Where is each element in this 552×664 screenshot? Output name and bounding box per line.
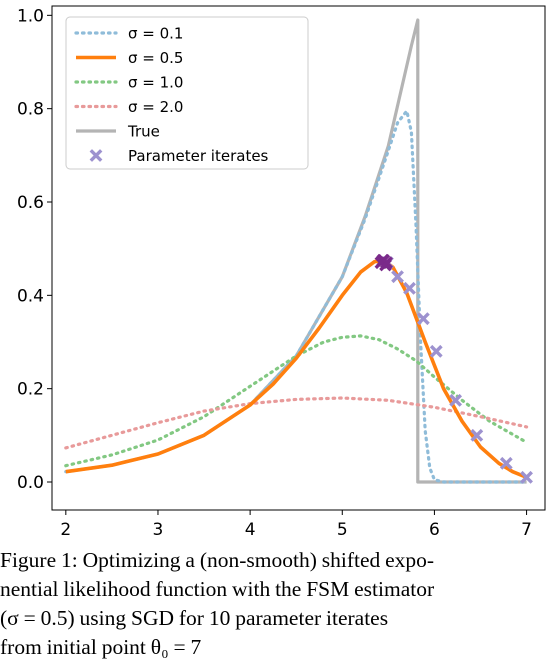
iterate-marker [499, 456, 513, 470]
x-tick-label: 4 [245, 520, 256, 540]
x-tick-label: 6 [429, 520, 440, 540]
marker-stroke [380, 256, 393, 270]
x-tick-label: 3 [153, 520, 164, 540]
y-tick-label: 0.0 [17, 473, 44, 493]
marker-layer [374, 253, 533, 484]
caption-line: nential likelihood function with the FSM… [0, 577, 435, 601]
legend: σ = 0.1 σ = 0.5 σ = 1.0 σ = 2.0 True Paramete… [65, 16, 309, 170]
legend-label: True [127, 123, 160, 141]
iterate-marker [429, 344, 443, 358]
y-tick-label: 1.0 [17, 6, 44, 26]
marker-stroke [449, 393, 463, 407]
marker-stroke [499, 456, 513, 470]
y-tick-label: 0.8 [17, 100, 44, 120]
legend-label: σ = 0.1 [128, 25, 183, 43]
marker-stroke [429, 344, 443, 358]
marker-stroke [470, 428, 484, 442]
y-tick-label: 0.2 [17, 380, 44, 400]
iterate-marker [391, 270, 404, 284]
series-line-3 [64, 396, 529, 450]
marker-stroke [403, 281, 416, 295]
legend-box [65, 16, 309, 170]
legend-label: σ = 0.5 [128, 49, 183, 67]
x-tick-label: 7 [521, 520, 532, 540]
y-tick-label: 0.4 [17, 286, 44, 306]
iterate-marker [470, 428, 484, 442]
legend-label: σ = 2.0 [128, 98, 183, 116]
iterate-marker [403, 281, 416, 295]
legend-marker [89, 149, 103, 162]
y-tick-label: 0.6 [17, 193, 44, 213]
marker-stroke [416, 312, 430, 326]
caption-line: Figure 1: Optimizing a (non-smooth) shif… [0, 548, 435, 572]
x-tick-label: 5 [337, 520, 348, 540]
legend-label: Parameter iterates [128, 147, 269, 165]
marker-stroke [391, 270, 404, 284]
caption-line: from initial point θ₀ = 7 [0, 635, 202, 659]
legend-label: σ = 1.0 [128, 74, 183, 92]
iterate-marker [416, 312, 430, 326]
marker-stroke [520, 470, 533, 484]
iterate-marker [380, 256, 393, 270]
figure-caption: Figure 1: Optimizing a (non-smooth) shif… [0, 546, 552, 662]
x-tick-label: 2 [60, 520, 71, 540]
caption-line: (σ = 0.5) using SGD for 10 parameter ite… [0, 606, 389, 630]
chart: 2 3 4 5 6 70.00.20.40.60.81.0 σ = 0.1σ = 0.5σ… [17, 5, 546, 540]
axes-layer: 2 3 4 5 6 7 0.0 0.2 0.4 0.6 0.8 1.0 [17, 6, 532, 540]
iterate-marker [520, 470, 533, 484]
series-line-2 [64, 334, 529, 468]
iterate-marker [449, 393, 463, 407]
